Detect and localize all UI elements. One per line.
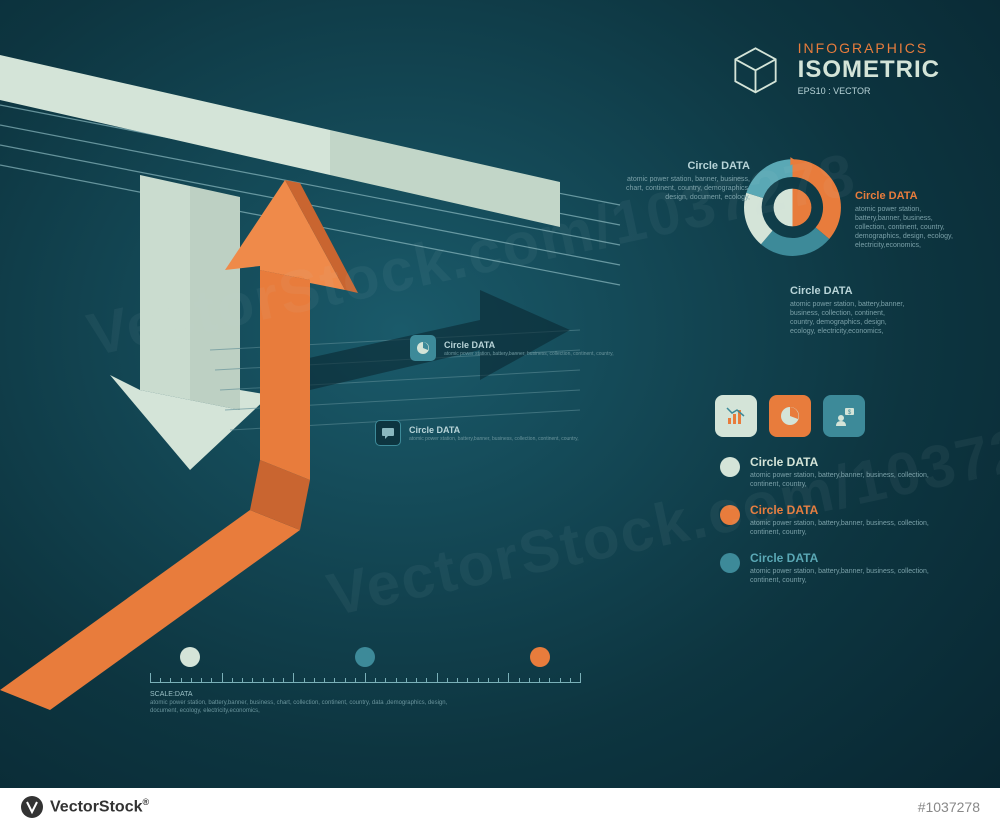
cube-icon	[728, 41, 783, 96]
donut-chart	[740, 155, 845, 260]
person-icon: $	[823, 395, 865, 437]
scale-body: atomic power station, battery,banner, bu…	[150, 700, 450, 716]
vs-logo-icon	[20, 795, 44, 819]
pie-small-icon	[410, 335, 436, 361]
legend-dot	[720, 553, 740, 573]
pie-icon	[769, 395, 811, 437]
legend-item-2: Circle DATA atomic power station, batter…	[720, 503, 940, 537]
scale-label: SCALE:DATA	[150, 691, 580, 698]
header-line2: ISOMETRIC	[798, 56, 940, 84]
header-line3: EPS10 : VECTOR	[798, 86, 940, 96]
scale-ruler	[150, 673, 580, 683]
legend-item-1: Circle DATA atomic power station, batter…	[720, 455, 940, 489]
callout-2: Circle DATA atomic power station, batter…	[375, 420, 579, 446]
scale-block: SCALE:DATA atomic power station, battery…	[150, 647, 580, 716]
chat-small-icon	[375, 420, 401, 446]
scale-dot	[180, 647, 200, 667]
header-line1: INFOGRAPHICS	[798, 40, 940, 56]
scale-dot	[355, 647, 375, 667]
header: INFOGRAPHICS ISOMETRIC EPS10 : VECTOR	[728, 40, 940, 96]
chart-icon	[715, 395, 757, 437]
footer-bar: VectorStock® #1037278	[0, 788, 1000, 826]
donut-label-2: Circle DATA atomic power station, batter…	[855, 190, 955, 250]
donut-label-1: Circle DATA atomic power station, banner…	[620, 160, 750, 202]
icon-row: $	[715, 395, 865, 437]
footer-id: #1037278	[918, 799, 980, 815]
legend-dot	[720, 457, 740, 477]
legend-dot	[720, 505, 740, 525]
legend: Circle DATA atomic power station, batter…	[720, 455, 940, 600]
scale-dot	[530, 647, 550, 667]
callout-1: Circle DATA atomic power station, batter…	[410, 335, 614, 361]
footer-brand: VectorStock®	[50, 797, 149, 816]
donut-label-3: Circle DATA atomic power station, batter…	[790, 285, 910, 336]
legend-item-3: Circle DATA atomic power station, batter…	[720, 551, 940, 585]
